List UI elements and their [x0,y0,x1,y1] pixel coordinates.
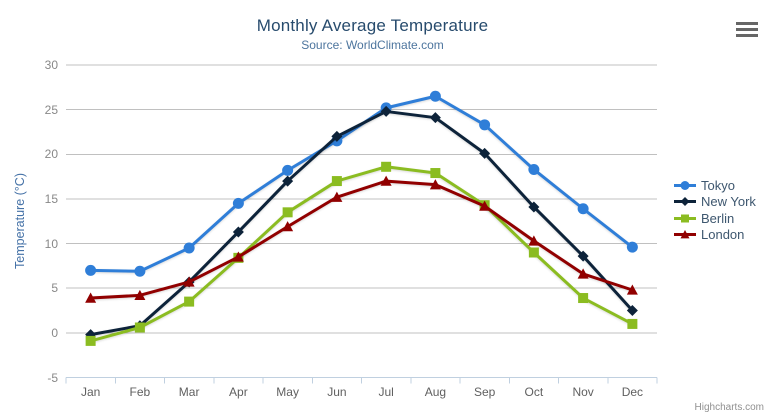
circle-series-marker-icon [674,180,696,190]
data-point[interactable] [85,335,96,346]
series-line-london [89,179,634,300]
x-tick-label: May [276,384,299,399]
x-tick-label: Dec [621,384,644,399]
data-point[interactable] [528,163,540,175]
y-tick-label: 25 [44,102,58,117]
data-point[interactable] [429,90,441,102]
x-tick-label: Jul [378,384,394,399]
export-menu-button[interactable] [734,20,762,42]
series-line-new-york [89,109,634,337]
data-point[interactable] [479,147,491,159]
x-tick-label: Sep [473,384,496,399]
legend-label: Berlin [701,210,735,226]
data-point[interactable] [282,164,294,176]
data-point[interactable] [134,289,146,301]
x-tick-label: Mar [178,384,200,399]
data-point[interactable] [184,296,195,307]
legend: Tokyo New York Berlin London [674,177,756,243]
data-point[interactable] [429,179,441,190]
data-point[interactable] [232,197,244,209]
x-tick-label: Feb [129,384,151,399]
y-tick-label: 30 [44,58,58,72]
data-point[interactable] [282,207,293,218]
diamond-series-marker-icon [674,197,696,206]
data-point[interactable] [430,168,441,179]
data-point[interactable] [479,200,491,211]
data-point[interactable] [183,242,195,254]
data-point[interactable] [85,264,97,276]
data-point[interactable] [577,250,589,262]
legend-label: New York [701,194,756,209]
data-point[interactable] [85,292,97,303]
data-point[interactable] [282,175,294,187]
hamburger-icon [736,22,760,37]
data-point[interactable] [380,105,392,117]
data-point[interactable] [134,265,146,277]
x-tick-label: Aug [424,384,447,399]
data-point[interactable] [232,226,244,238]
data-point[interactable] [528,201,540,213]
legend-label: London [701,227,745,242]
data-point[interactable] [331,191,343,202]
data-point[interactable] [282,221,294,232]
y-axis-title: Temperature (°C) [13,173,27,269]
legend-item-tokyo[interactable]: Tokyo [674,177,756,193]
x-tick-label: Jun [327,384,347,399]
data-point[interactable] [626,305,638,317]
data-point[interactable] [134,322,145,333]
data-point[interactable] [479,119,491,131]
data-point[interactable] [232,251,244,262]
y-tick-label: -5 [47,370,58,385]
chart-title: Monthly Average Temperature [256,16,489,35]
x-tick-label: Nov [572,384,594,399]
x-tick-label: Jan [80,384,101,399]
data-point[interactable] [577,203,589,215]
y-tick-label: 10 [44,236,58,251]
credits-link[interactable]: Highcharts.com [694,402,764,413]
legend-item-berlin[interactable]: Berlin [674,210,756,226]
legend-label: Tokyo [701,177,735,193]
data-point[interactable] [381,161,392,172]
triangle-series-marker-icon [674,230,696,239]
y-tick-label: 5 [51,281,58,296]
legend-item-london[interactable]: London [674,227,756,243]
data-point[interactable] [528,247,539,258]
y-tick-label: 15 [44,191,58,206]
y-tick-label: 20 [44,147,58,162]
legend-item-new-york[interactable]: New York [674,194,756,210]
data-point[interactable] [626,284,638,295]
data-point[interactable] [331,176,342,187]
x-tick-label: Apr [229,384,248,399]
y-tick-label: 0 [51,325,58,340]
chart-subtitle: Source: WorldClimate.com [301,38,444,52]
data-point[interactable] [183,276,195,287]
data-point[interactable] [429,112,441,124]
data-point[interactable] [626,241,638,253]
data-point[interactable] [380,175,392,186]
data-point[interactable] [528,235,540,246]
square-series-marker-icon [674,214,696,222]
data-point[interactable] [577,268,589,279]
x-tick-label: Oct [524,384,544,399]
series-line-berlin [89,165,634,343]
data-point[interactable] [578,293,589,304]
data-point[interactable] [627,318,638,329]
data-point[interactable] [331,130,343,142]
